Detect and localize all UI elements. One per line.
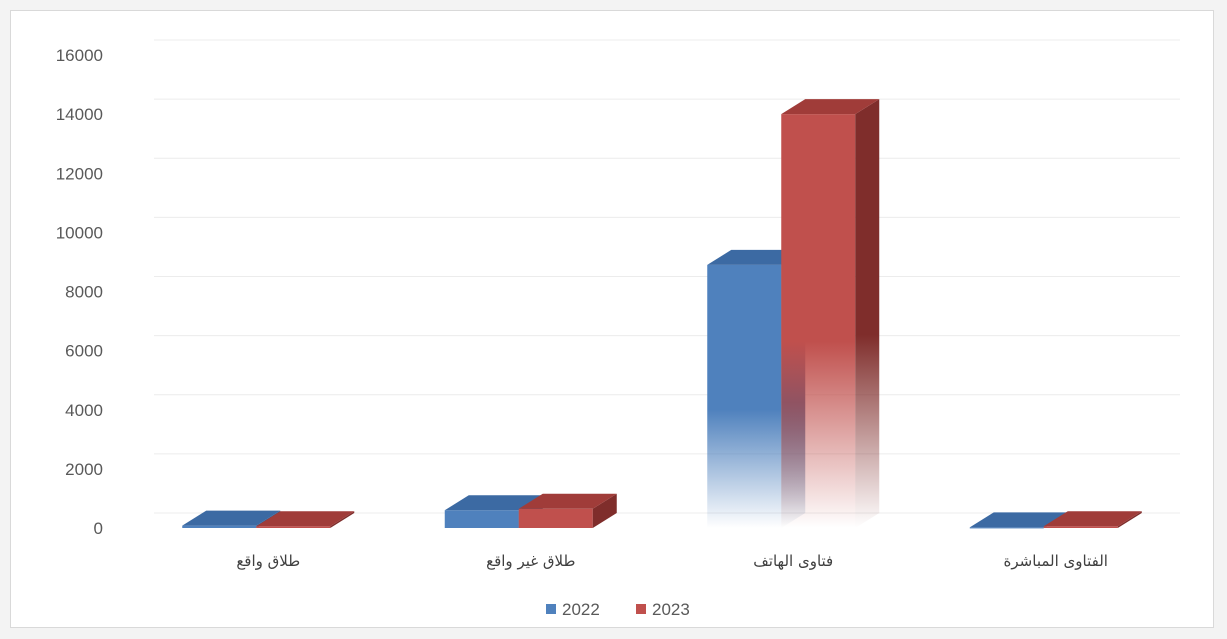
y-tick-label: 16000 — [56, 46, 103, 65]
y-tick-label: 8000 — [65, 283, 103, 302]
bar-top — [444, 495, 543, 511]
x-axis: طلاق واقع طلاق غير واقع فتاوى الهاتف الفتاو… — [236, 552, 1108, 570]
y-tick-label: 14000 — [56, 105, 103, 124]
bar-side — [1117, 511, 1142, 528]
bar-top — [1043, 511, 1142, 527]
bar-top — [518, 493, 617, 509]
bar-front — [182, 525, 257, 528]
legend-label: 2023 — [652, 600, 690, 619]
bar-front — [518, 508, 593, 528]
legend-swatch — [636, 604, 646, 614]
y-tick-label: 12000 — [56, 164, 103, 183]
bar-top — [182, 510, 281, 526]
bar-top — [969, 512, 1068, 528]
y-tick-label: 10000 — [56, 223, 103, 242]
y-tick-label: 2000 — [65, 460, 103, 479]
grid-lines — [154, 39, 1180, 514]
bar-top — [707, 249, 806, 265]
y-tick-label: 6000 — [65, 342, 103, 361]
bar-side — [330, 511, 355, 528]
bar-front — [707, 264, 782, 528]
bar-side — [855, 99, 880, 528]
x-category-label: فتاوى الهاتف — [753, 552, 833, 570]
bar-front — [781, 114, 856, 528]
bar-top — [781, 99, 880, 115]
legend-label: 2022 — [562, 600, 600, 619]
bar-front — [444, 510, 519, 528]
legend-swatch — [546, 604, 556, 614]
y-axis: 0 2000 4000 6000 8000 10000 12000 14000 16000 — [56, 46, 103, 538]
x-category-label: طلاق واقع — [236, 552, 300, 570]
legend: 2022 2023 — [546, 600, 690, 619]
y-tick-label: 0 — [94, 519, 103, 538]
x-category-label: طلاق غير واقع — [486, 552, 575, 570]
bar-top — [256, 511, 355, 527]
y-tick-label: 4000 — [65, 401, 103, 420]
bars — [182, 99, 1142, 529]
bar-front — [1043, 526, 1118, 528]
bar-side — [592, 493, 617, 528]
bar-front — [256, 526, 331, 528]
bar-front — [969, 527, 1044, 529]
x-category-label: الفتاوى المباشرة — [1004, 552, 1108, 570]
